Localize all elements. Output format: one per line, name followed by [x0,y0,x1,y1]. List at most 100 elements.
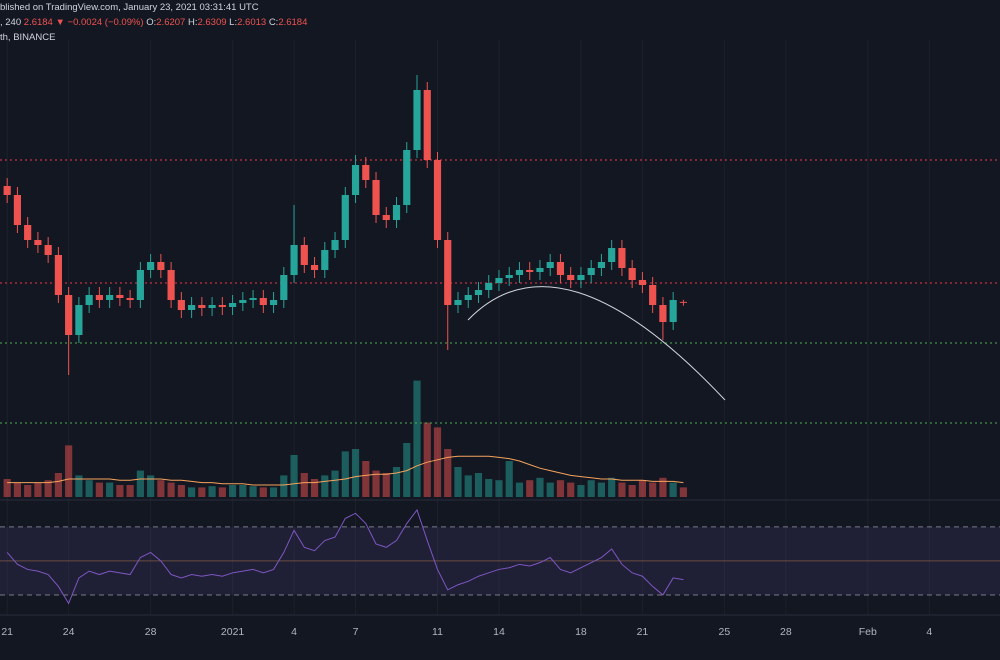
candle-body [65,295,73,335]
volume-bar [269,487,278,497]
volume-bar [526,480,534,497]
candle-body [44,245,52,255]
symbol: th, BINANCE [0,32,56,43]
volume-bar [618,482,626,497]
x-tick-label: 18 [575,626,587,638]
volume-bar [198,487,206,497]
volume-bar [679,487,687,497]
ohlc-2-value: 2.6013 [237,17,267,28]
x-tick-label: 21 [637,626,649,638]
candle-body [310,265,319,270]
candle-body [13,195,22,225]
candle-body [106,295,114,300]
volume-bar [577,485,585,497]
x-axis: 21 24 28 2021 4 7 11 14 18 21 25 28 Feb 4 [1,626,932,638]
candle-body [300,245,308,265]
candle-body [454,300,462,305]
candle-body [85,295,93,305]
volume-bar [280,475,288,497]
volume-bar [403,443,411,497]
volume-bar [638,480,647,497]
volume-bar [290,455,298,497]
candle-body [34,240,42,245]
candle-body [474,290,483,295]
rsi-line [6,508,684,605]
candle-body [351,165,360,195]
x-tick-label: 25 [719,626,731,638]
volume-bar [454,467,462,497]
volume-bar [628,485,636,497]
volume-bar [259,487,267,497]
x-tick-label: 2021 [221,626,245,638]
candle-body [556,262,565,275]
candle-body [167,270,175,300]
volume-bar [167,482,175,497]
candle-body [382,215,390,220]
candle-body [239,300,247,303]
candle-body [577,275,585,280]
x-tick-label: 4 [291,626,297,638]
last-price: 2.6184 [23,17,53,28]
volume-bar [239,485,247,497]
candle-body [444,240,452,305]
ohlc-0-value: 2.6207 [156,17,186,28]
volume-bar [3,479,11,497]
volume-bar [126,485,134,497]
symbol-line: th, BINANCE [0,30,307,45]
price-pane [0,75,1000,424]
x-tick-label: Feb [859,626,877,638]
volume-pane [3,380,687,497]
volume-bar [310,479,319,497]
candle-body [147,262,155,270]
candle-body [649,285,657,305]
candle-body [341,195,349,240]
candle-body [485,283,493,290]
volume-bar [44,480,52,497]
volume-bar [106,482,114,497]
volume-bar [567,482,575,497]
volume-bar [382,473,390,497]
volume-bar [188,487,196,497]
candle-body [587,268,595,275]
volume-bar [34,482,42,497]
candle-body [331,240,339,250]
volume-bar [669,482,677,497]
candle-body [638,280,647,285]
published: blished on TradingView.com, January 23, … [0,2,259,13]
candle-body [208,305,216,308]
candle-body [75,305,83,335]
volume-bar [372,470,380,497]
candle-body [126,298,134,300]
volume-bar [147,475,155,497]
volume-bar [597,482,606,497]
candle-body [679,301,687,303]
volume-bar [341,451,349,497]
volume-bar [65,445,73,497]
candle-body [392,205,401,220]
ohlc-2-label: L: [229,17,238,28]
volume-bar [659,477,667,497]
ohlc-3-value: 2.6184 [278,17,308,28]
volume-bar [321,475,329,497]
published-line: blished on TradingView.com, January 23, … [0,0,307,15]
volume-bar [75,475,83,497]
volume-bar [505,461,513,497]
candle-body [515,270,524,275]
x-tick-label: 28 [145,626,157,638]
volume-bar [556,480,565,497]
volume-bar [362,461,370,497]
interval: , 240 [0,17,22,28]
candle-body [669,300,677,322]
volume-ma [7,455,684,486]
volume-bar [444,449,452,497]
volume-bar [208,486,216,497]
volume-bar [85,480,93,497]
candle-body [249,298,257,300]
volume-bar [136,470,144,497]
volume-bar [54,473,62,497]
x-tick-label: 21 [1,626,13,638]
candle-body [54,255,62,295]
volume-bar [392,467,401,497]
